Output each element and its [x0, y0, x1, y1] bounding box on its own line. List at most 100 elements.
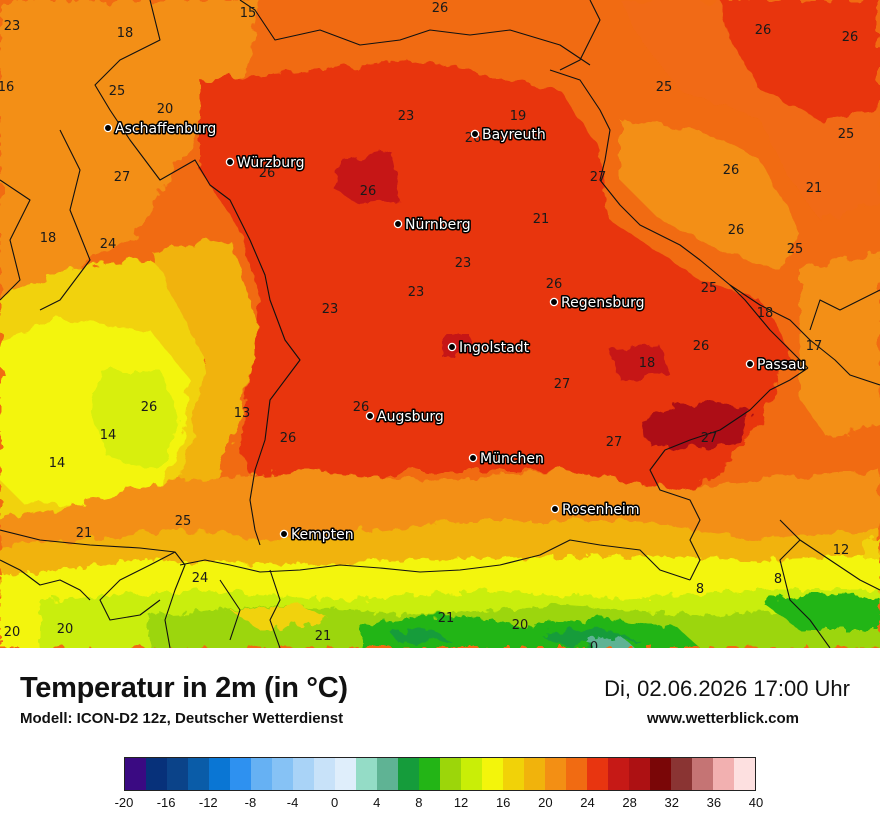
temperature-value-label: 21: [533, 212, 550, 227]
temperature-value-label: 25: [838, 127, 855, 142]
legend-tick-label: 20: [538, 795, 553, 810]
legend-swatch: [671, 758, 692, 790]
legend-swatch: [209, 758, 230, 790]
city-marker: Passau: [745, 356, 807, 375]
temperature-value-label: 23: [4, 19, 21, 34]
city-label: Ingolstadt: [459, 340, 530, 356]
legend-swatch: [230, 758, 251, 790]
temperature-value-label: 21: [76, 526, 93, 541]
legend-tick-label: -4: [286, 795, 299, 810]
temperature-value-label: 27: [114, 170, 131, 185]
city-label: Würzburg: [237, 155, 304, 171]
legend-swatch: [125, 758, 146, 790]
legend-swatch: [692, 758, 713, 790]
legend-tick-label: 40: [748, 795, 764, 810]
legend-swatch: [314, 758, 335, 790]
temperature-value-label: 14: [49, 456, 66, 471]
forecast-datetime: Di, 02.06.2026 17:00 Uhr: [604, 676, 850, 701]
legend-tick-label: -8: [244, 795, 257, 810]
temperature-value-label: 26: [259, 166, 276, 181]
website-link[interactable]: www.wetterblick.com: [647, 710, 799, 727]
temperature-value-label: 24: [192, 571, 209, 586]
legend-swatch: [713, 758, 734, 790]
legend-swatch: [566, 758, 587, 790]
temperature-value-label: 12: [833, 543, 850, 558]
temperature-value-label: 26: [432, 1, 449, 16]
city-marker: Rosenheim: [550, 501, 641, 520]
temperature-value-label: 21: [315, 629, 332, 644]
legend-ticks: -20 -16 -12 -8 -4 0 4 8 12 16 20 24 28 32 36 40: [115, 795, 764, 815]
city-label: Passau: [757, 357, 805, 373]
temperature-value-label: 13: [234, 406, 251, 421]
city-label: München: [480, 451, 544, 467]
city-dot: [470, 129, 480, 139]
city-marker: Ingolstadt: [447, 339, 531, 358]
temperature-value-label: 25: [175, 514, 192, 529]
legend-swatch: [377, 758, 398, 790]
legend-swatch: [524, 758, 545, 790]
temperature-value-label: 14: [100, 428, 117, 443]
temperature-value-label: 26: [693, 339, 710, 354]
legend-swatch: [629, 758, 650, 790]
city-marker: Kempten: [279, 526, 355, 545]
city-marker: Augsburg: [365, 408, 445, 427]
city-label: Aschaffenburg: [115, 121, 216, 137]
temperature-value-label: 23: [398, 109, 415, 124]
city-marker: München: [468, 450, 545, 469]
temperature-value-label: 24: [100, 237, 117, 252]
legend-tick-label: 28: [622, 795, 637, 810]
temperature-value-label: 21: [806, 181, 823, 196]
model-subtitle: Modell: ICON-D2 12z, Deutscher Wetterdie…: [20, 710, 344, 727]
city-marker: Würzburg: [225, 154, 306, 173]
legend-swatch: [272, 758, 293, 790]
city-dot: [365, 411, 375, 421]
legend-tick-label: -16: [156, 795, 176, 810]
city-label: Bayreuth: [482, 127, 546, 143]
city-dot: [549, 297, 559, 307]
city-dot: [103, 123, 113, 133]
temperature-value-label: 23: [455, 256, 472, 271]
city-marker: Nürnberg: [393, 216, 472, 235]
legend-tick-label: 4: [373, 795, 381, 810]
temperature-value-label: 26: [728, 223, 745, 238]
temperature-value-label: 26: [755, 23, 772, 38]
temperature-value-label: 26: [360, 184, 377, 199]
legend-tick-label: 24: [580, 795, 595, 810]
temperature-value-label: 25: [656, 80, 673, 95]
city-marker: Regensburg: [549, 294, 646, 313]
city-marker: Aschaffenburg: [103, 120, 218, 139]
temperature-value-label: 15: [240, 6, 257, 21]
legend-swatch: [608, 758, 629, 790]
temperature-value-label: 25: [787, 242, 804, 257]
temperature-value-label: 27: [554, 377, 571, 392]
temperature-value-label: 18: [757, 306, 774, 321]
legend-swatch: [461, 758, 482, 790]
legend-tick-label: 32: [664, 795, 679, 810]
city-marker: Bayreuth: [470, 126, 547, 145]
temperature-value-label: 20: [512, 618, 529, 633]
temperature-value-label: 26: [842, 30, 859, 45]
temperature-value-label: 20: [57, 622, 74, 637]
legend-swatch: [734, 758, 755, 790]
legend-swatch: [356, 758, 377, 790]
legend-swatch: [419, 758, 440, 790]
temperature-value-label: 26: [141, 400, 158, 415]
city-label: Nürnberg: [405, 217, 471, 233]
city-label: Rosenheim: [562, 502, 639, 518]
legend-tick-label: 36: [706, 795, 722, 810]
legend-swatch: [167, 758, 188, 790]
legend-swatch: [587, 758, 608, 790]
temperature-value-label: 21: [438, 611, 455, 626]
temperature-value-label: 0: [590, 640, 598, 648]
temperature-value-label: 23: [322, 302, 339, 317]
legend-tick-label: -20: [114, 795, 134, 810]
legend-tick-label: 16: [495, 795, 511, 810]
city-dot: [550, 504, 560, 514]
temperature-value-label: 16: [0, 80, 14, 95]
city-dot: [393, 219, 403, 229]
temperature-value-label: 18: [639, 356, 656, 371]
city-dot: [447, 342, 457, 352]
temperature-map: 23 18 15 26 26 26 16 25 20 25 23 19 26 25 26 26 26 27 21 27…: [0, 0, 880, 648]
color-legend: [124, 757, 756, 791]
temperature-value-label: 27: [606, 435, 623, 450]
